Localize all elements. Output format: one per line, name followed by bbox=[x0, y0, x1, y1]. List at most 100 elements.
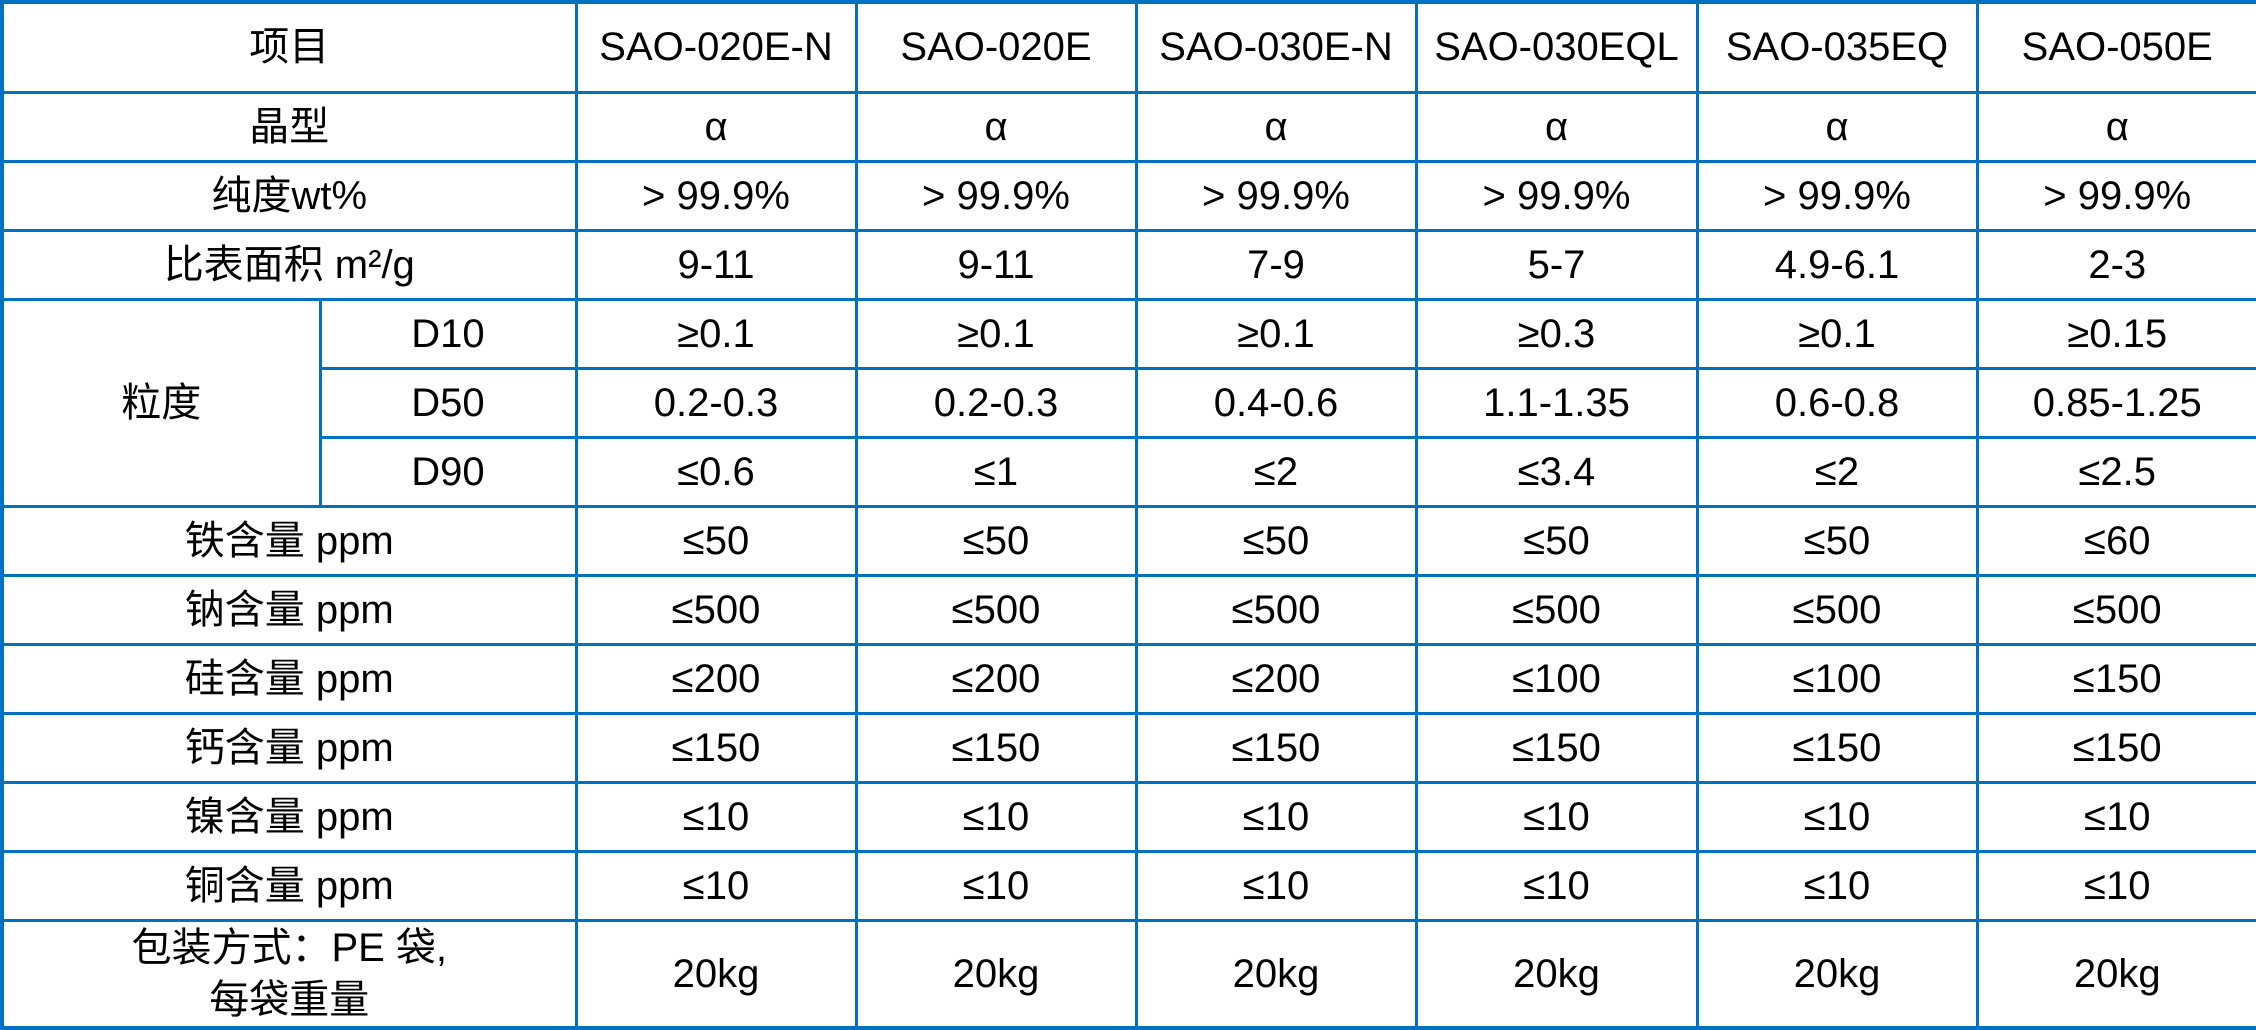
value-cell: ≤500 bbox=[854, 573, 1138, 646]
value-cell: 1.1-1.35 bbox=[1414, 366, 1699, 439]
value-cell: ≤150 bbox=[1695, 711, 1979, 784]
sub-row-label-cell: D10 bbox=[318, 297, 578, 370]
value-cell: ≤10 bbox=[1414, 780, 1699, 853]
value-cell: ≤50 bbox=[1414, 504, 1699, 577]
value-cell: > 99.9% bbox=[1414, 159, 1699, 232]
value-cell: 0.4-0.6 bbox=[1134, 366, 1418, 439]
value-cell: ≤10 bbox=[1134, 849, 1418, 922]
value-cell: 20kg bbox=[1414, 918, 1699, 1029]
value-cell: α bbox=[1134, 90, 1418, 163]
value-cell: ≤500 bbox=[1134, 573, 1418, 646]
value-cell: ≥0.1 bbox=[1695, 297, 1979, 370]
value-cell: ≤10 bbox=[1975, 780, 2256, 853]
value-cell: 20kg bbox=[1695, 918, 1979, 1029]
value-cell: ≤60 bbox=[1975, 504, 2256, 577]
row-label-cell: 钠含量 ppm bbox=[0, 573, 578, 646]
row-label-cell: 铜含量 ppm bbox=[0, 849, 578, 922]
value-cell: ≤10 bbox=[574, 849, 858, 922]
value-cell: α bbox=[1975, 90, 2256, 163]
value-cell: ≤150 bbox=[854, 711, 1138, 784]
table-row: D90 ≤0.6 ≤1 ≤2 ≤3.4 ≤2 ≤2.5 bbox=[2, 435, 2256, 508]
row-label-cell: 比表面积 m²/g bbox=[0, 228, 578, 301]
table-row: 钙含量 ppm ≤150 ≤150 ≤150 ≤150 ≤150 ≤150 bbox=[0, 711, 2256, 784]
value-cell: ≤2 bbox=[1134, 435, 1418, 508]
row-label-cell: 镍含量 ppm bbox=[0, 780, 578, 853]
value-cell: ≤200 bbox=[854, 642, 1138, 715]
header-product-cell: SAO-035EQ bbox=[1695, 0, 1979, 94]
header-product-cell: SAO-020E bbox=[854, 0, 1138, 94]
value-cell: ≤50 bbox=[1134, 504, 1418, 577]
value-cell: ≤50 bbox=[574, 504, 858, 577]
row-label-cell: 纯度wt% bbox=[0, 159, 578, 232]
table-row: 纯度wt% > 99.9% > 99.9% > 99.9% > 99.9% > 99.9%… bbox=[0, 159, 2256, 232]
value-cell: ≤2.5 bbox=[1975, 435, 2256, 508]
value-cell: ≤10 bbox=[1975, 849, 2256, 922]
row-label-cell: 晶型 bbox=[0, 90, 578, 163]
value-cell: ≤200 bbox=[1134, 642, 1418, 715]
value-cell: 0.2-0.3 bbox=[854, 366, 1138, 439]
value-cell: ≤150 bbox=[1134, 711, 1418, 784]
table-row: 硅含量 ppm ≤200 ≤200 ≤200 ≤100 ≤100 ≤150 bbox=[0, 642, 2256, 715]
value-cell: ≤150 bbox=[1975, 642, 2256, 715]
value-cell: ≤3.4 bbox=[1414, 435, 1699, 508]
table-row: 粒度 D10 ≥0.1 ≥0.1 ≥0.1 ≥0.3 ≥0.1 ≥0.15 bbox=[0, 297, 2256, 508]
table-row: D50 0.2-0.3 0.2-0.3 0.4-0.6 1.1-1.35 0.6-0.8 0… bbox=[2, 366, 2256, 439]
value-cell: ≤1 bbox=[854, 435, 1138, 508]
value-cell: ≤0.6 bbox=[574, 435, 858, 508]
value-cell: α bbox=[854, 90, 1138, 163]
row-label-cell: 铁含量 ppm bbox=[0, 504, 578, 577]
value-cell: 0.2-0.3 bbox=[574, 366, 858, 439]
value-cell: 9-11 bbox=[854, 228, 1138, 301]
value-cell: ≤200 bbox=[574, 642, 858, 715]
value-cell: ≤500 bbox=[574, 573, 858, 646]
table-row: 铁含量 ppm ≤50 ≤50 ≤50 ≤50 ≤50 ≤60 bbox=[0, 504, 2256, 577]
value-cell: 0.6-0.8 bbox=[1695, 366, 1979, 439]
value-cell: α bbox=[1695, 90, 1979, 163]
value-cell: ≤50 bbox=[854, 504, 1138, 577]
value-cell: ≤500 bbox=[1695, 573, 1979, 646]
row-label-cell: 硅含量 ppm bbox=[0, 642, 578, 715]
value-cell: ≤10 bbox=[1695, 780, 1979, 853]
table-row: 镍含量 ppm ≤10 ≤10 ≤10 ≤10 ≤10 ≤10 bbox=[0, 780, 2256, 853]
value-cell: 20kg bbox=[1134, 918, 1418, 1029]
table-row: 包装方式：PE 袋, 每袋重量 20kg 20kg 20kg 20kg 20kg 20kg bbox=[0, 918, 2256, 1029]
sub-row-label-cell: D90 bbox=[318, 435, 578, 508]
row-label-cell: 钙含量 ppm bbox=[0, 711, 578, 784]
value-cell: ≤10 bbox=[1134, 780, 1418, 853]
value-cell: α bbox=[574, 90, 858, 163]
header-product-cell: SAO-050E bbox=[1975, 0, 2256, 94]
value-cell: > 99.9% bbox=[854, 159, 1138, 232]
value-cell: ≥0.3 bbox=[1414, 297, 1699, 370]
value-cell: 9-11 bbox=[574, 228, 858, 301]
value-cell: > 99.9% bbox=[1134, 159, 1418, 232]
value-cell: > 99.9% bbox=[574, 159, 858, 232]
value-cell: ≤150 bbox=[1975, 711, 2256, 784]
value-cell: 20kg bbox=[854, 918, 1138, 1029]
value-cell: ≥0.15 bbox=[1975, 297, 2256, 370]
value-cell: 4.9-6.1 bbox=[1695, 228, 1979, 301]
value-cell: ≤100 bbox=[1414, 642, 1699, 715]
table-row: 铜含量 ppm ≤10 ≤10 ≤10 ≤10 ≤10 ≤10 bbox=[0, 849, 2256, 922]
value-cell: > 99.9% bbox=[1695, 159, 1979, 232]
header-product-cell: SAO-030E-N bbox=[1134, 0, 1418, 94]
table-row: 比表面积 m²/g 9-11 9-11 7-9 5-7 4.9-6.1 2-3 bbox=[0, 228, 2256, 301]
value-cell: ≤2 bbox=[1695, 435, 1979, 508]
header-row: 项目 SAO-020E-N SAO-020E SAO-030E-N SAO-030EQL… bbox=[0, 0, 2256, 94]
value-cell: ≤10 bbox=[854, 780, 1138, 853]
value-cell: 5-7 bbox=[1414, 228, 1699, 301]
value-cell: ≤10 bbox=[854, 849, 1138, 922]
value-cell: ≥0.1 bbox=[1134, 297, 1418, 370]
value-cell: 2-3 bbox=[1975, 228, 2256, 301]
value-cell: 20kg bbox=[574, 918, 858, 1029]
value-cell: ≤10 bbox=[1695, 849, 1979, 922]
value-cell: ≥0.1 bbox=[854, 297, 1138, 370]
value-cell: ≤10 bbox=[574, 780, 858, 853]
sub-row-label-cell: D50 bbox=[318, 366, 578, 439]
value-cell: ≤500 bbox=[1414, 573, 1699, 646]
particle-size-group-cell: 粒度 bbox=[0, 297, 322, 508]
value-cell: ≤150 bbox=[574, 711, 858, 784]
header-product-cell: SAO-030EQL bbox=[1414, 0, 1699, 94]
packaging-label-cell: 包装方式：PE 袋, 每袋重量 bbox=[0, 918, 578, 1029]
